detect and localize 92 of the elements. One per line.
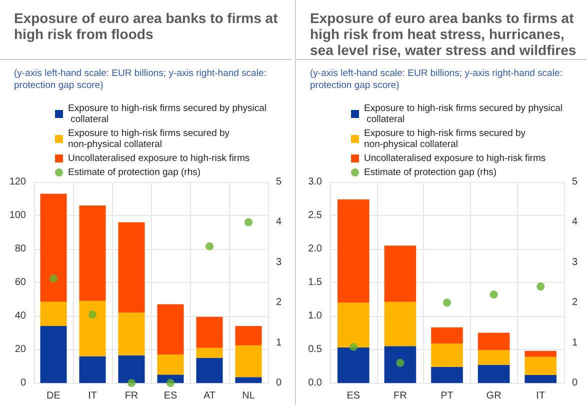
x-tick-label: IT	[536, 390, 546, 402]
bar	[196, 348, 223, 358]
point	[536, 282, 545, 291]
point	[396, 358, 404, 367]
bar	[337, 199, 370, 303]
bar	[524, 350, 557, 357]
bar	[524, 374, 557, 383]
x-tick-label: IT	[88, 390, 97, 402]
bar	[235, 326, 262, 346]
bar	[431, 327, 463, 344]
point	[166, 379, 174, 387]
bar	[524, 356, 557, 375]
bar	[478, 350, 510, 365]
chart-subtitle: (y-axis left-hand scale: EUR billions; y-axis right-hand scale: protection gap score)	[310, 68, 564, 92]
x-tick-label: ES	[164, 390, 178, 402]
bar	[235, 345, 262, 378]
bar	[79, 300, 106, 356]
chart-title: Exposure of euro area banks to firms at high risk from floods	[14, 10, 279, 42]
y-tick-label: 0.0	[308, 378, 322, 388]
bar	[337, 302, 370, 348]
point	[244, 218, 252, 226]
y2-tick-label: 2	[276, 297, 282, 308]
legend-label: Exposure to high-risk firms secured by physical collateral	[364, 103, 563, 125]
y-tick-label: 0.5	[308, 344, 322, 355]
y-tick-label: 0	[20, 378, 26, 388]
bar	[337, 347, 370, 383]
bar	[196, 316, 223, 348]
bar	[157, 354, 184, 375]
bar	[384, 246, 416, 302]
y2-tick-label: 4	[572, 216, 578, 228]
bar	[478, 364, 510, 383]
y-tick-label: 40	[14, 310, 26, 322]
y-tick-label: 120	[9, 176, 26, 188]
y-tick-label: 100	[9, 210, 26, 221]
y-tick-label: 20	[14, 344, 26, 355]
bar	[431, 366, 463, 383]
point	[443, 298, 451, 307]
x-tick-label: FR	[394, 390, 407, 402]
y-tick-label: 80	[14, 244, 26, 254]
point	[490, 290, 498, 299]
bar	[40, 326, 67, 383]
bar	[196, 358, 223, 383]
x-tick-label: ES	[346, 390, 360, 402]
point	[88, 310, 96, 319]
y-tick-label: 1.0	[308, 310, 322, 322]
point	[206, 242, 214, 250]
bar	[118, 312, 145, 356]
y-tick-label: 1.5	[308, 277, 322, 288]
y2-tick-label: 1	[276, 337, 282, 348]
y2-tick-label: 5	[276, 176, 282, 188]
y-tick-label: 2.0	[308, 244, 322, 254]
bar	[79, 356, 106, 383]
y2-tick-label: 0	[572, 378, 578, 388]
x-tick-label: NL	[242, 390, 256, 402]
y2-tick-label: 5	[572, 176, 578, 188]
bar	[157, 304, 184, 355]
point	[128, 379, 136, 387]
legend-label: Uncollateralised exposure to high-risk firms	[364, 153, 546, 164]
y2-tick-label: 3	[572, 256, 578, 268]
x-tick-label: AT	[203, 390, 216, 402]
x-tick-label: FR	[124, 390, 138, 402]
y-tick-label: 60	[14, 277, 26, 288]
chart-title: Exposure of euro area banks to firms at high risk from heat stress, hurricanes, sea level rise, water stress and wildfires	[310, 10, 578, 58]
x-tick-label: GR	[486, 390, 502, 402]
y2-tick-label: 2	[572, 297, 578, 308]
legend-label: Uncollateralised exposure to high-risk firms	[68, 153, 250, 164]
bar	[384, 302, 416, 346]
y-tick-label: 2.5	[308, 210, 322, 221]
y2-tick-label: 1	[572, 337, 578, 348]
point	[50, 274, 58, 282]
x-tick-label: PT	[440, 390, 454, 402]
legend-label: Exposure to high-risk firms secured by non-physical collateral	[68, 128, 232, 150]
bar	[40, 302, 67, 326]
point	[349, 342, 358, 351]
bar	[118, 355, 145, 383]
bar	[40, 194, 67, 302]
y-tick-label: 3.0	[308, 176, 322, 188]
bar	[431, 343, 463, 367]
bar	[478, 332, 510, 350]
bar	[79, 205, 106, 301]
bar	[235, 377, 262, 383]
y2-tick-label: 0	[276, 378, 282, 388]
bar	[384, 346, 416, 383]
legend-label: Estimate of protection gap (rhs)	[68, 167, 201, 178]
legend-label: Exposure to high-risk firms secured by non-physical collateral	[364, 128, 528, 150]
chart-subtitle: (y-axis left-hand scale: EUR billions; y-axis right-hand scale: protection gap score)	[14, 68, 268, 92]
legend-label: Estimate of protection gap (rhs)	[364, 167, 497, 178]
bar	[118, 222, 145, 313]
x-tick-label: DE	[46, 390, 61, 402]
y2-tick-label: 4	[276, 216, 282, 228]
legend-label: Exposure to high-risk firms secured by physical collateral	[68, 103, 267, 125]
y2-tick-label: 3	[276, 256, 282, 268]
